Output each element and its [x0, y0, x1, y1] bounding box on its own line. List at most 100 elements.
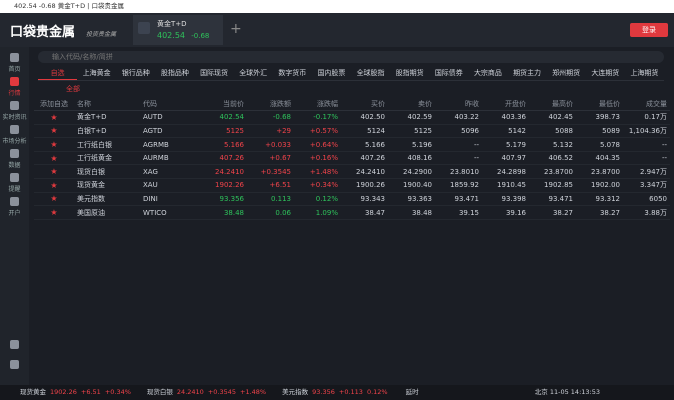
- cell: 6050: [623, 192, 670, 207]
- category-tab[interactable]: 银行品种: [121, 69, 150, 77]
- cell: 5125: [388, 124, 435, 139]
- column-header: 昨收: [435, 97, 482, 112]
- favorite-star[interactable]: ★: [34, 124, 74, 139]
- nav-item[interactable]: 数据: [0, 149, 29, 169]
- status-bar: 现货黄金 1902.26 +6.51 +0.34% 现货白银 24.2410 +0.3545…: [0, 385, 674, 400]
- category-tab[interactable]: 全球外汇: [239, 69, 268, 77]
- category-tab[interactable]: 自选: [38, 66, 78, 80]
- cell: 39.15: [435, 205, 482, 220]
- category-tabs: 自选 上海黄金 银行品种 股指品种 国际现货 全球外汇 数字货币 国内股票 全球股指 股指期货 国际…: [38, 66, 664, 81]
- delay: 延时: [405, 388, 419, 396]
- cell: +0.64%: [294, 137, 341, 152]
- tab-price: 402.54: [157, 31, 185, 40]
- cell: 24.2410: [200, 164, 247, 180]
- category-tab[interactable]: 全球股指: [356, 69, 385, 77]
- cell: 402.54: [200, 110, 247, 125]
- favorite-star[interactable]: ★: [34, 192, 74, 207]
- nav-icon[interactable]: [0, 360, 29, 371]
- cell: XAU: [140, 178, 200, 193]
- quote-row[interactable]: ★ 黄金T+D AUTD 402.54 -0.68 -0.17% 402.50 402.59 4…: [34, 110, 670, 125]
- category-tab[interactable]: 国际债券: [434, 69, 463, 77]
- cell: 5089: [576, 124, 623, 139]
- favorite-star[interactable]: ★: [34, 164, 74, 180]
- status-item: +0.113: [338, 388, 363, 396]
- cell: 3.347万: [623, 178, 670, 193]
- status-item: 现货黄金: [20, 388, 46, 396]
- favorite-star[interactable]: ★: [34, 110, 74, 125]
- nav-item[interactable]: 提醒: [0, 173, 29, 193]
- cell: +6.51: [247, 178, 294, 193]
- favorite-star[interactable]: ★: [34, 178, 74, 193]
- column-header: 卖价: [388, 97, 435, 112]
- cell: AUTD: [140, 110, 200, 125]
- add-tab[interactable]: +: [230, 21, 242, 37]
- cell: 美国原油: [74, 205, 140, 220]
- nav-icon[interactable]: [0, 340, 29, 351]
- cell: 93.363: [388, 192, 435, 207]
- column-header: 涨跌额: [247, 97, 294, 112]
- favorite-star[interactable]: ★: [34, 137, 74, 152]
- cell: WTICO: [140, 205, 200, 220]
- search-box[interactable]: 输入代码/名称/简拼: [38, 51, 664, 63]
- category-tab[interactable]: 期货主力: [513, 69, 542, 77]
- subtab[interactable]: 全部: [66, 85, 80, 93]
- cell: 402.59: [388, 110, 435, 125]
- cell: 2.947万: [623, 164, 670, 180]
- category-tab[interactable]: 国际现货: [200, 69, 229, 77]
- quote-row[interactable]: ★ 美国原油 WTICO 38.48 0.06 1.09% 38.47 38.48 39.15 3…: [34, 205, 670, 220]
- window-title: 402.54 -0.68 黄金T+D | 口袋贵金属: [0, 0, 674, 13]
- nav-item[interactable]: 实时资讯: [0, 101, 29, 121]
- quote-row[interactable]: ★ 现货白银 XAG 24.2410 +0.3545 +1.48% 24.2410 24.29…: [34, 164, 670, 180]
- cell: 1,104.36万: [623, 124, 670, 139]
- nav-item[interactable]: 首页: [0, 53, 29, 73]
- column-header: 开盘价: [482, 97, 529, 112]
- cell: 5088: [529, 124, 576, 139]
- quote-row[interactable]: ★ 美元指数 DINI 93.356 0.113 0.12% 93.343 93.363 93.…: [34, 192, 670, 207]
- nav-item[interactable]: 行情: [0, 77, 29, 97]
- quote-row[interactable]: ★ 工行纸白银 AGRMB 5.166 +0.033 +0.64% 5.166 5.196 --…: [34, 137, 670, 152]
- favorite-star[interactable]: ★: [34, 205, 74, 220]
- category-tab[interactable]: 股指期货: [395, 69, 424, 77]
- cell: +0.34%: [294, 178, 341, 193]
- cell: 23.8700: [576, 164, 623, 180]
- cell: --: [623, 137, 670, 152]
- cell: 93.471: [529, 192, 576, 207]
- column-header: 代码: [140, 97, 200, 112]
- login-button[interactable]: 登录: [630, 23, 668, 37]
- tab-change: -0.68: [191, 32, 210, 40]
- favorite-star[interactable]: ★: [34, 151, 74, 166]
- cell: -0.17%: [294, 110, 341, 125]
- cell: 1902.26: [200, 178, 247, 193]
- cell: 0.113: [247, 192, 294, 207]
- cell: XAG: [140, 164, 200, 180]
- nav-label: 数据: [8, 162, 21, 169]
- category-tab[interactable]: 上海黄金: [82, 69, 111, 77]
- cell: 5.132: [529, 137, 576, 152]
- category-tab[interactable]: 国内股票: [317, 69, 346, 77]
- cell: 1859.92: [435, 178, 482, 193]
- nav-item[interactable]: 开户: [0, 197, 29, 217]
- category-tab[interactable]: 数字货币: [278, 69, 307, 77]
- category-tab[interactable]: 股指品种: [160, 69, 189, 77]
- status-item: 93.356: [312, 388, 335, 396]
- category-tab[interactable]: 大宗商品: [473, 69, 502, 77]
- quote-tab[interactable]: 黄金T+D 402.54 -0.68: [133, 15, 223, 45]
- cell: 1900.26: [341, 178, 388, 193]
- category-tab[interactable]: 郑州期货: [552, 69, 581, 77]
- cell: 24.2898: [482, 164, 529, 180]
- status-item: 24.2410: [176, 388, 204, 396]
- cell: 408.16: [388, 151, 435, 166]
- category-tab[interactable]: 大连期货: [591, 69, 620, 77]
- cell: --: [435, 137, 482, 152]
- cell: 工行纸白银: [74, 137, 140, 152]
- quote-row[interactable]: ★ 工行纸黄金 AURMB 407.26 +0.67 +0.16% 407.26 408.16…: [34, 151, 670, 166]
- cell: DINI: [140, 192, 200, 207]
- cell: AGTD: [140, 124, 200, 139]
- cell: 黄金T+D: [74, 110, 140, 125]
- column-header: 名称: [74, 97, 140, 112]
- category-tab[interactable]: 上海期货: [630, 69, 659, 77]
- nav-item[interactable]: 市场分析: [0, 125, 29, 145]
- quote-row[interactable]: ★ 现货黄金 XAU 1902.26 +6.51 +0.34% 1900.26 1900.40…: [34, 178, 670, 193]
- quote-row[interactable]: ★ 白银T+D AGTD 5125 +29 +0.57% 5124 5125 5096 5142 5…: [34, 124, 670, 139]
